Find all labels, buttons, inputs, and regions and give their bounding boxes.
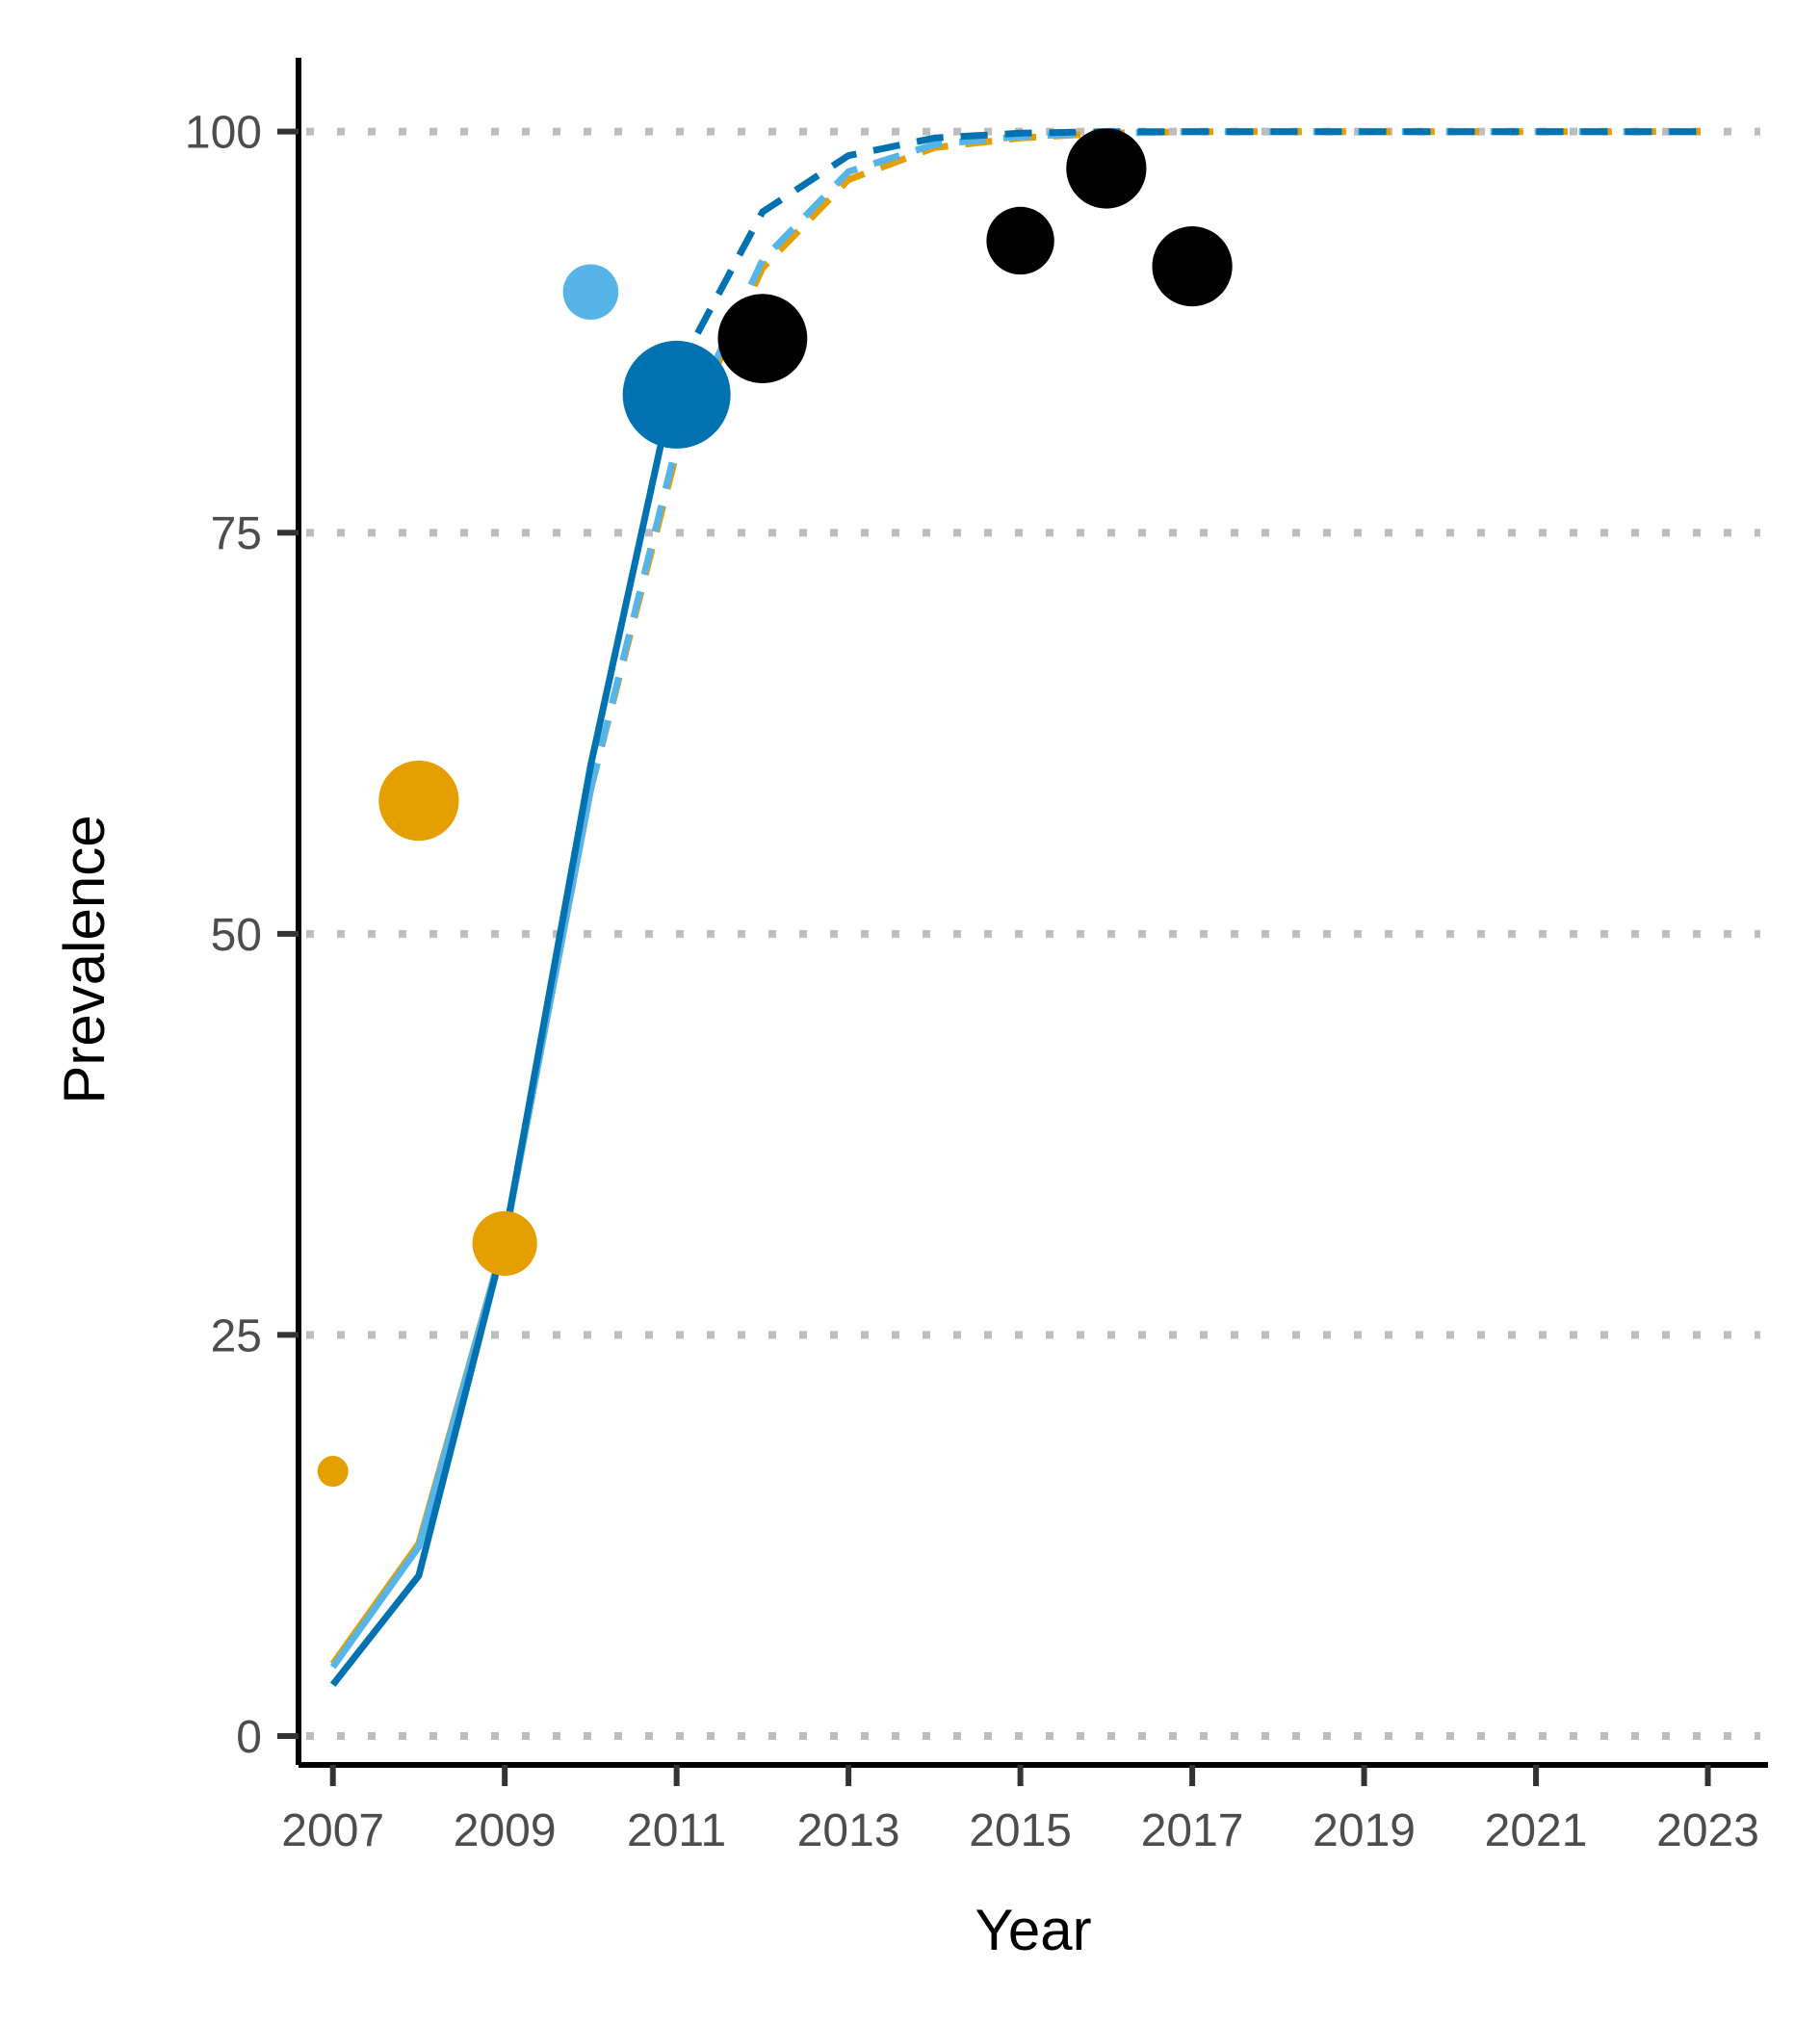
data-point [622,340,731,449]
x-tick-label: 2019 [1313,1805,1416,1856]
x-tick-label: 2021 [1485,1805,1588,1856]
data-points [317,128,1233,1488]
data-point [1066,128,1147,209]
y-tick-label: 75 [211,508,262,559]
data-point [717,294,808,384]
light-blue-dashed-line [587,128,1708,791]
data-point [562,264,619,321]
data-point [317,1456,349,1488]
data-point [472,1210,537,1277]
x-tick-label: 2007 [281,1805,384,1856]
x-tick-label: 2009 [454,1805,557,1856]
x-axis-title: Year [975,1898,1091,1962]
data-point [1152,226,1233,307]
gridlines [306,127,1760,1741]
x-tick-label: 2023 [1656,1805,1759,1856]
orange-solid-line [329,789,594,1667]
y-tick-label: 100 [185,108,262,159]
axes [296,58,1768,1768]
dark-blue-dashed-line [673,128,1708,375]
x-tick-label: 2015 [969,1805,1072,1856]
x-tick-label: 2013 [797,1805,900,1856]
y-axis-title: Prevalence [52,815,117,1103]
data-point [986,206,1054,275]
x-tick-label: 2017 [1141,1805,1244,1856]
axis-ticks: 2007 2009 2011 2013 2015 2017 2019 2021 2023 0 25 5… [185,108,1759,1856]
y-tick-label: 50 [211,910,262,961]
series-lines [329,128,1708,1687]
x-tick-label: 2011 [627,1805,726,1856]
orange-dashed-line [587,128,1708,791]
data-point [378,760,459,842]
y-tick-label: 25 [211,1310,262,1361]
dark-blue-solid-line [329,371,681,1687]
y-tick-label: 0 [236,1712,262,1763]
light-blue-solid-line [329,789,594,1670]
